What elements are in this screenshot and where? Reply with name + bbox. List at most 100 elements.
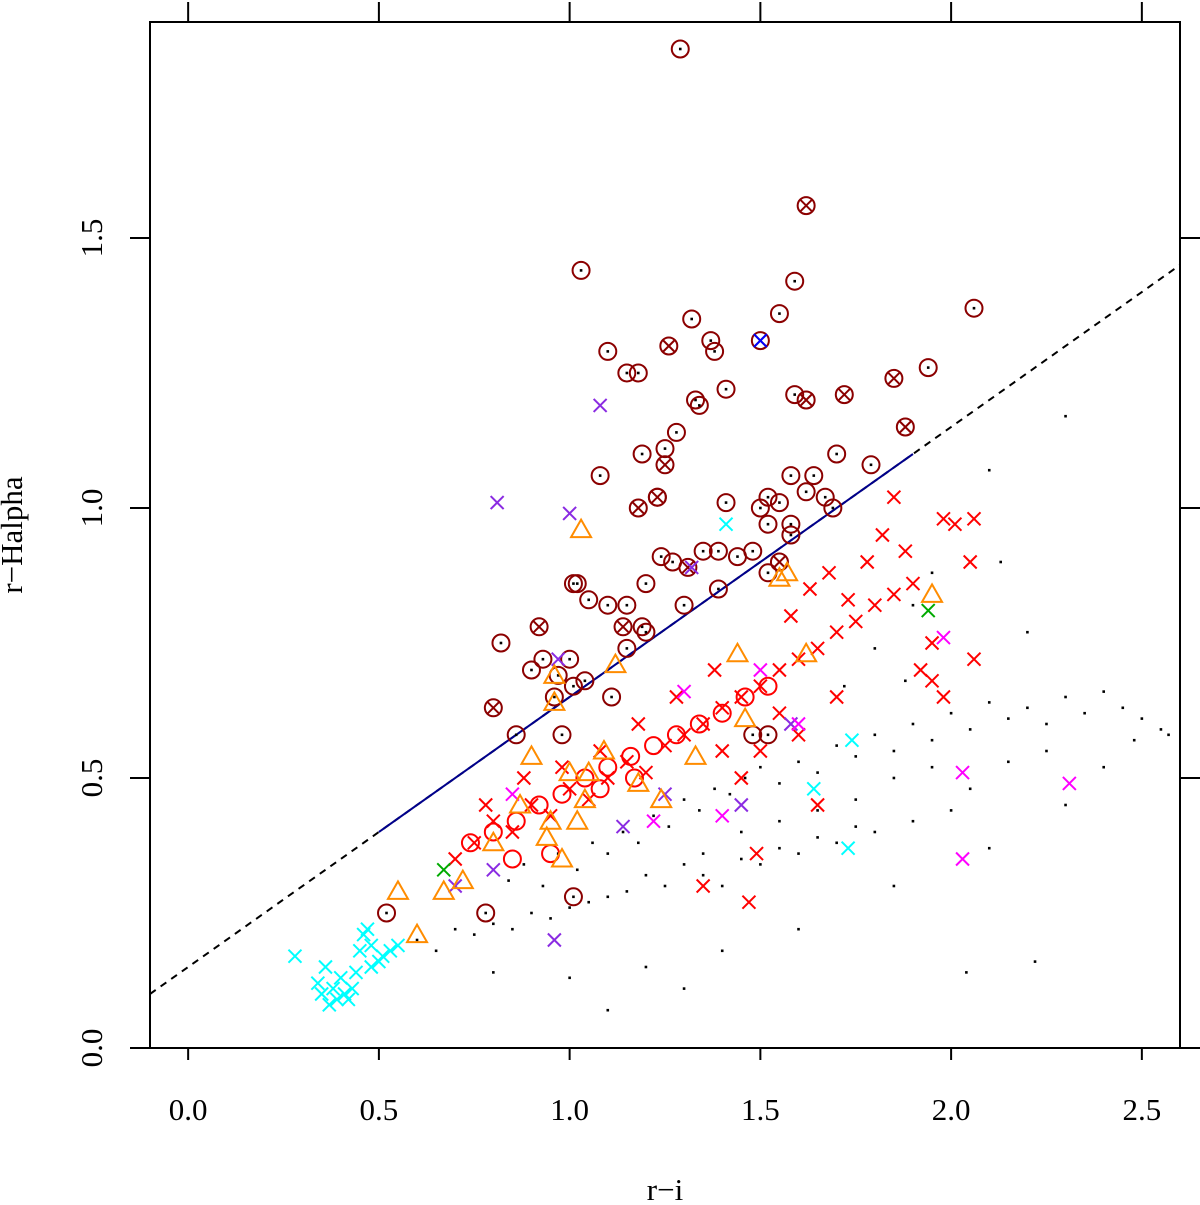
data-point (436, 862, 451, 878)
data-point (886, 489, 902, 505)
data-point (617, 638, 637, 658)
data-point (521, 660, 541, 680)
data-point (785, 271, 805, 291)
data-point (1064, 803, 1067, 807)
data-point (644, 736, 664, 756)
point-center (625, 647, 629, 650)
data-point (375, 948, 390, 964)
data-point (930, 571, 934, 575)
data-point (636, 622, 656, 642)
data-point (606, 1008, 610, 1012)
point-center (568, 657, 571, 661)
point-ring (678, 557, 698, 577)
point-ring (636, 622, 656, 642)
series-4-circle-x (483, 196, 915, 718)
data-point (758, 487, 778, 507)
data-point (562, 506, 577, 521)
series-0-dot (396, 414, 1170, 1012)
data-point (587, 900, 591, 904)
data-point (797, 927, 800, 931)
data-point (930, 738, 934, 742)
data-point (624, 768, 644, 788)
data-point (682, 309, 702, 329)
point-ring (598, 341, 618, 361)
data-point (651, 547, 671, 567)
data-point (415, 938, 419, 942)
point-ring (617, 363, 637, 383)
point-ring (758, 514, 778, 534)
data-point (753, 662, 768, 678)
data-point (1007, 717, 1010, 720)
point-ring (579, 590, 599, 610)
data-point (508, 792, 532, 814)
point-cross (532, 620, 546, 634)
data-point (924, 673, 940, 689)
data-point (666, 725, 686, 745)
data-point (563, 887, 583, 907)
data-point (590, 779, 610, 799)
data-point (698, 809, 701, 812)
point-ring (804, 466, 824, 486)
point-center (606, 350, 610, 353)
data-point (701, 873, 705, 877)
data-point (791, 727, 806, 743)
point-ring (377, 903, 397, 923)
point-ring (529, 617, 549, 637)
point-center (823, 495, 827, 499)
data-point (644, 965, 648, 969)
data-point (1062, 776, 1077, 791)
data-point (386, 879, 410, 900)
data-point (606, 895, 610, 899)
data-point (557, 760, 582, 782)
data-point (854, 825, 858, 828)
point-ring (781, 514, 801, 534)
point-ring (686, 390, 706, 410)
data-point (715, 700, 730, 716)
data-point (549, 917, 552, 920)
point-ring (483, 698, 503, 718)
data-point (783, 608, 799, 624)
y-tick-label: 1.5 (74, 219, 109, 258)
data-point (778, 846, 781, 850)
data-point (447, 851, 463, 867)
point-center (812, 474, 816, 477)
point-center (678, 47, 682, 51)
data-point (670, 39, 690, 59)
point-cross (651, 490, 664, 504)
data-point (573, 787, 597, 809)
data-point (550, 846, 574, 868)
point-cross (658, 458, 672, 472)
point-center (766, 571, 770, 575)
data-point (505, 786, 520, 802)
point-ring (575, 671, 595, 691)
data-point (669, 689, 684, 705)
data-point (791, 716, 806, 732)
x-tick-label: 2.0 (932, 1092, 971, 1127)
data-point (571, 260, 591, 280)
y-axis-title: r−Halpha (0, 476, 29, 594)
point-center (713, 350, 716, 353)
data-point (563, 676, 583, 696)
data-point (348, 965, 364, 980)
data-point (708, 579, 728, 599)
point-ring (628, 498, 648, 518)
data-point (962, 554, 978, 570)
point-ring (560, 649, 580, 669)
data-point (606, 852, 610, 855)
data-point (1140, 717, 1144, 720)
x-axis-title: r−i (647, 1172, 684, 1205)
data-point (644, 873, 648, 877)
data-point (632, 444, 652, 464)
point-ring (491, 633, 511, 653)
data-point (625, 890, 629, 893)
data-point (999, 560, 1003, 564)
data-point (936, 630, 951, 645)
data-point (796, 390, 816, 410)
data-point (821, 565, 837, 581)
point-ring (682, 309, 702, 329)
point-center (789, 474, 793, 477)
point-center (610, 695, 613, 699)
data-point (802, 581, 818, 597)
data-point (772, 662, 787, 678)
data-point (716, 379, 736, 399)
